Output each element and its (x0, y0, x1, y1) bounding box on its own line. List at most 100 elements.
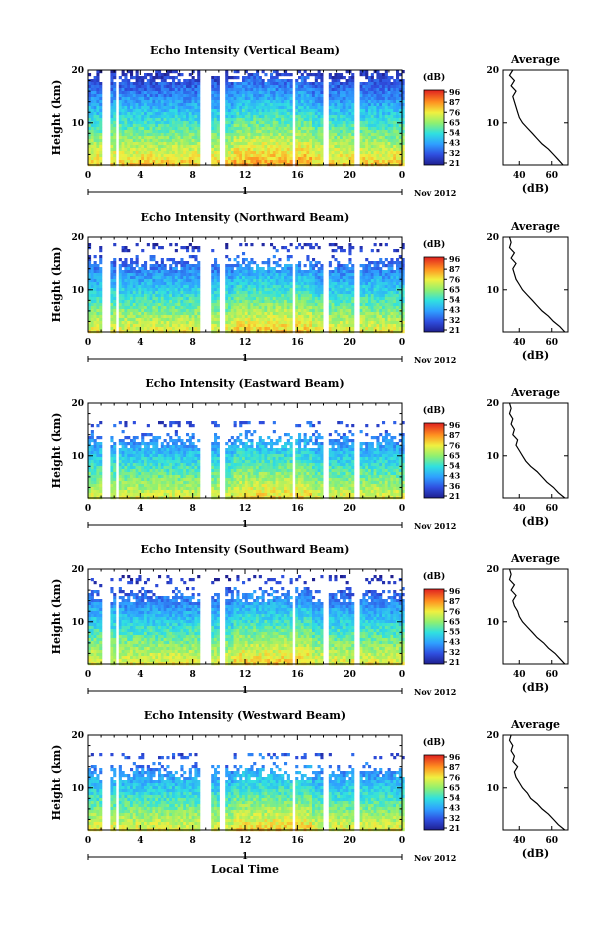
heatmap-cell (298, 318, 302, 322)
heatmap-cell (340, 267, 344, 271)
heatmap-cell (177, 94, 181, 98)
heatmap-cell (298, 285, 302, 289)
heatmap-cell (216, 282, 220, 286)
heatmap-cell (345, 85, 349, 89)
heatmap-cell (177, 115, 181, 119)
heatmap-cell (275, 318, 279, 322)
heatmap-cell (250, 154, 254, 158)
heatmap-cell (110, 288, 114, 292)
heatmap-cell (396, 106, 400, 110)
heatmap-cell (166, 70, 170, 74)
heatmap-cell (214, 139, 218, 143)
heatmap-cell (228, 300, 232, 304)
heatmap-cell (233, 327, 237, 331)
heatmap-cell (256, 321, 260, 325)
heatmap-cell (298, 300, 302, 304)
heatmap-cell (247, 109, 251, 113)
heatmap-cell (118, 267, 122, 271)
heatmap-cell (191, 300, 195, 304)
heatmap-cell (163, 94, 167, 98)
heatmap-cell (186, 264, 190, 268)
heatmap-cell (194, 121, 198, 125)
heatmap-cell (345, 103, 349, 107)
heatmap-cell (127, 315, 131, 319)
heatmap-cell (398, 127, 402, 131)
heatmap-cell (272, 303, 276, 307)
heatmap-cell (331, 151, 335, 155)
heatmap-cell (172, 306, 176, 310)
heatmap-cell (158, 100, 162, 104)
heatmap-cell (261, 91, 265, 95)
heatmap-cell (169, 139, 173, 143)
heatmap-cell (152, 282, 156, 286)
heatmap-cell (253, 100, 257, 104)
heatmap-cell (110, 97, 114, 101)
heatmap-cell (127, 324, 131, 328)
heatmap-cell (320, 79, 324, 83)
heatmap-cell (295, 306, 299, 310)
heatmap-cell (177, 261, 181, 265)
heatmap-cell (163, 160, 167, 164)
heatmap-cell (99, 160, 103, 164)
heatmap-cell (275, 112, 279, 116)
heatmap-cell (337, 142, 341, 146)
heatmap-cell (284, 321, 288, 325)
heatmap-cell (295, 303, 299, 307)
heatmap-cell (284, 112, 288, 116)
heatmap-cell (138, 112, 142, 116)
heatmap-cell (270, 324, 274, 328)
heatmap-cell (146, 327, 150, 331)
heatmap-cell (230, 303, 234, 307)
heatmap-cell (130, 303, 134, 307)
heatmap-cell (275, 300, 279, 304)
heatmap-cell (382, 79, 386, 83)
heatmap-cell (225, 294, 229, 298)
heatmap-cell (88, 291, 92, 295)
heatmap-cell (96, 276, 100, 280)
heatmap-cell (289, 133, 293, 137)
heatmap-cell (278, 112, 282, 116)
heatmap-cell (242, 324, 246, 328)
heatmap-cell (393, 151, 397, 155)
heatmap-cell (286, 121, 290, 125)
heatmap-cell (155, 97, 159, 101)
heatmap-cell (169, 327, 173, 331)
heatmap-cell (180, 103, 184, 107)
heatmap-cell (93, 267, 97, 271)
heatmap-cell (306, 88, 310, 92)
heatmap-cell (261, 151, 265, 155)
heatmap-cell (214, 97, 218, 101)
heatmap-cell (286, 154, 290, 158)
heatmap-cell (334, 76, 338, 80)
heatmap-cell (110, 270, 114, 274)
heatmap-cell (281, 246, 285, 250)
heatmap-cell (99, 327, 103, 331)
heatmap-cell (99, 82, 103, 86)
heatmap-cell (118, 100, 122, 104)
heatmap-cell (398, 136, 402, 140)
heatmap-cell (113, 279, 117, 283)
heatmap-cell (256, 73, 260, 77)
heatmap-cell (144, 297, 148, 301)
heatmap-cell (253, 157, 257, 161)
heatmap-cell (253, 297, 257, 301)
heatmap-cell (348, 97, 352, 101)
heatmap-cell (351, 73, 355, 77)
heatmap-cell (309, 309, 313, 313)
heatmap-cell (110, 127, 114, 131)
heatmap-cell (284, 142, 288, 146)
heatmap-cell (242, 142, 246, 146)
heatmap-cell (236, 142, 240, 146)
heatmap-cell (306, 321, 310, 325)
heatmap-cell (253, 288, 257, 292)
heatmap-cell (253, 148, 257, 152)
heatmap-cell (272, 279, 276, 283)
heatmap-cell (295, 142, 299, 146)
heatmap-cell (340, 270, 344, 274)
heatmap-cell (242, 100, 246, 104)
heatmap-cell (96, 70, 100, 74)
heatmap-cell (186, 136, 190, 140)
heatmap-cell (286, 106, 290, 110)
heatmap-cell (88, 88, 92, 92)
heatmap-cell (267, 118, 271, 122)
